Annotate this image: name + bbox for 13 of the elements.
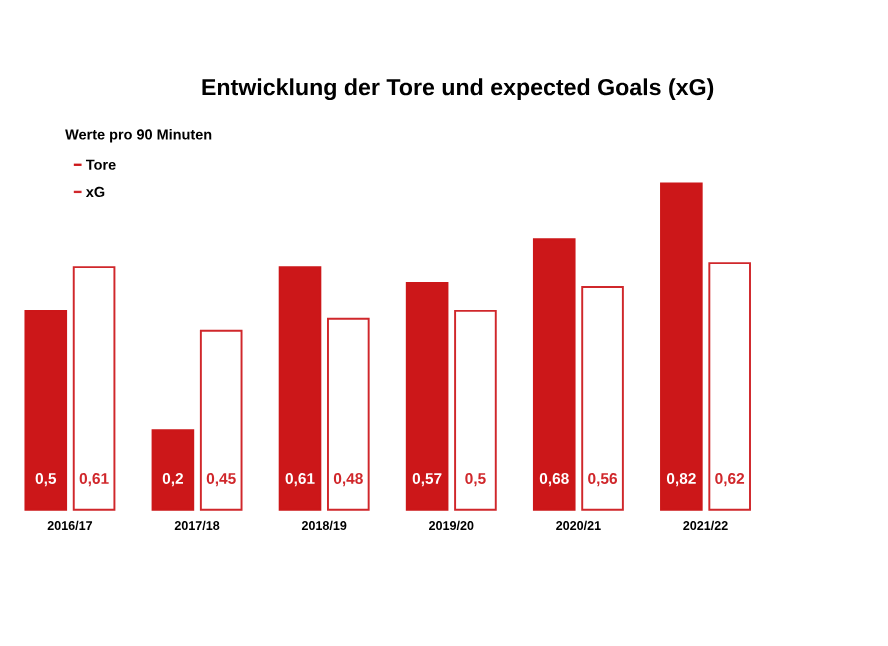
bar [24,310,68,512]
bar [278,266,322,512]
bar [199,330,243,512]
bar [708,262,751,512]
bar [72,266,116,512]
bar [327,318,370,512]
bar [581,286,624,512]
bar [151,429,195,512]
bar [660,182,703,512]
bar [454,310,497,512]
bar [405,282,449,512]
bar [532,238,576,512]
chart-title: Entwicklung der Tore und expected Goals (xG) [202,78,714,101]
